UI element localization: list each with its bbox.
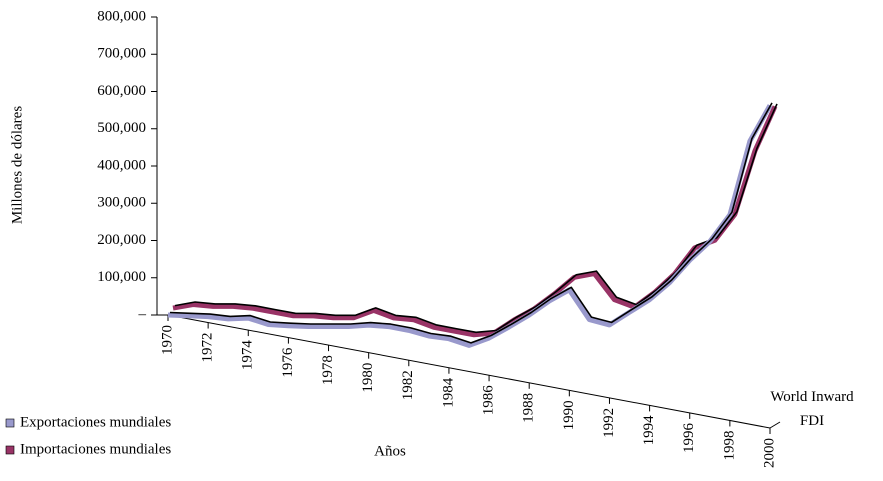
x-tick-label: 1994 (641, 415, 657, 446)
y-tick-label: 500,000 (97, 120, 146, 136)
x-tick-label: 1976 (280, 347, 296, 378)
series-edge (169, 102, 773, 344)
legend-label: Exportaciones mundiales (20, 414, 171, 430)
x-tick-label: 1980 (360, 363, 376, 393)
legend-label: Importaciones mundiales (20, 441, 171, 457)
x-tick-label: 1972 (200, 333, 216, 363)
x-tick-label: 2000 (761, 438, 777, 468)
y-tick-label: 100,000 (97, 269, 146, 285)
depth-axis (769, 421, 781, 429)
x-axis-label: Años (374, 443, 406, 459)
x-tick-label: 1982 (400, 370, 416, 400)
series-ribbon (172, 105, 778, 338)
x-tick-label: 1986 (481, 385, 497, 416)
x-tick-label: 1970 (159, 325, 175, 355)
x-tick-label: 1996 (681, 422, 697, 453)
y-axis-label: Millones de dólares (9, 106, 25, 224)
series-edge (174, 103, 778, 334)
y-tick-label: 700,000 (97, 46, 146, 62)
y-tick-label: 800,000 (97, 8, 146, 24)
x-tick-label: 1988 (521, 393, 537, 423)
x-tick-label: 1992 (601, 408, 617, 438)
z-axis-label: World Inward FDI (770, 389, 854, 429)
legend-swatch (5, 418, 15, 428)
x-axis (167, 314, 771, 429)
y-tick-label: – (138, 306, 147, 322)
x-tick-label: 1998 (721, 430, 737, 460)
x-tick-label: 1990 (561, 400, 577, 430)
y-tick-label: 300,000 (97, 195, 146, 211)
y-tick-label: 400,000 (97, 157, 146, 173)
x-tick-label: 1974 (240, 340, 256, 371)
y-tick-label: 200,000 (97, 232, 146, 248)
legend-swatch (5, 445, 15, 455)
x-tick-label: 1978 (320, 355, 336, 385)
y-tick-label: 600,000 (97, 83, 146, 99)
x-tick-label: 1984 (440, 377, 456, 408)
